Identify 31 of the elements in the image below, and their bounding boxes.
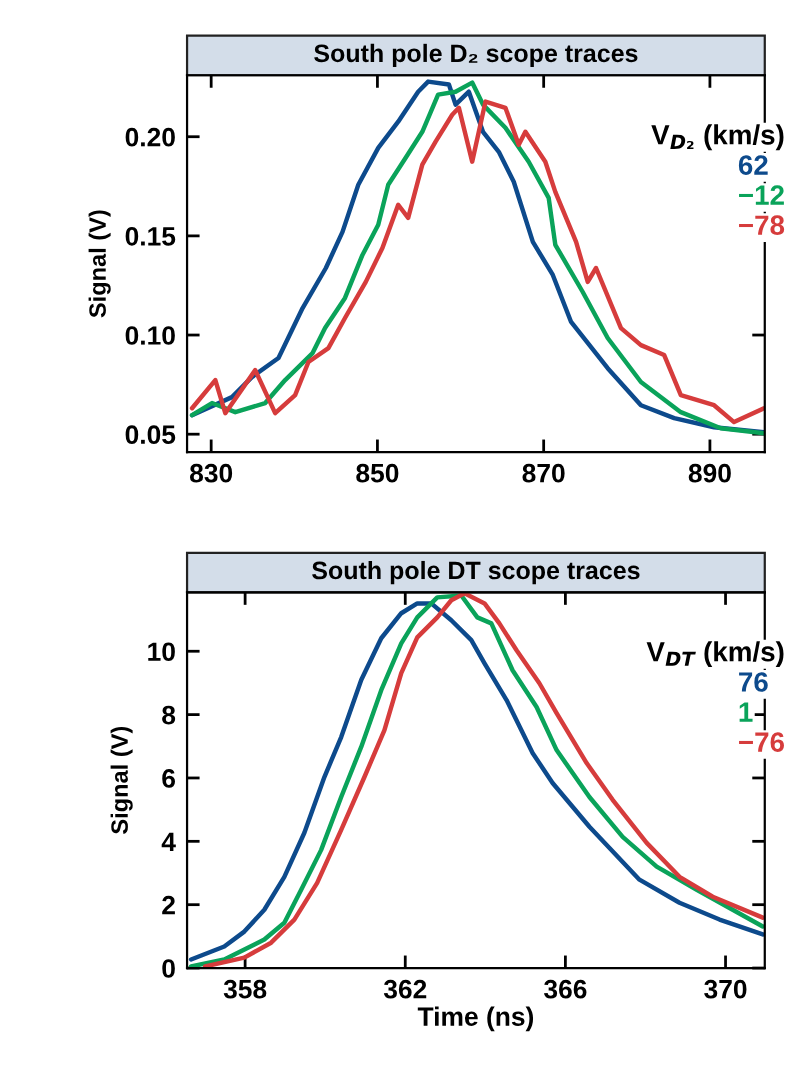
text: 1	[739, 702, 753, 722]
x-tick-label: 890	[688, 463, 731, 483]
x-axis-title: Time (ns)	[417, 1006, 534, 1032]
y-axis-title: Signal (V)	[88, 210, 111, 318]
y-tick-label: 0.05	[125, 425, 176, 445]
text: −78	[739, 215, 785, 236]
y-tick-label: 10	[148, 642, 175, 662]
y-tick-label: 0.15	[125, 227, 176, 246]
legend-title: V$_{D₂}$ (km/s)	[651, 124, 784, 151]
x-tick-label: 850	[356, 463, 399, 483]
x-tick-label: 366	[544, 979, 587, 999]
y-tick-label: 6	[162, 769, 175, 788]
y-tick-label: 4	[161, 832, 176, 851]
chart-title: South pole DT scope traces	[312, 560, 640, 585]
y-tick-label: 0.20	[125, 127, 175, 147]
x-tick-label: 358	[223, 979, 267, 999]
text: −12	[739, 185, 784, 205]
text: −76	[739, 732, 784, 752]
y-tick-label: 0.10	[125, 326, 175, 345]
y-tick-label: 0	[162, 959, 175, 978]
x-tick-label: 362	[383, 979, 427, 999]
y-tick-label: 8	[162, 705, 176, 725]
text: 62	[738, 155, 768, 175]
x-tick-label: 830	[190, 463, 233, 483]
legend-title: V$_{DT}$ (km/s)	[646, 641, 784, 668]
x-tick-label: 870	[522, 463, 565, 483]
chart-title: South pole D₂ scope traces	[314, 43, 638, 68]
x-tick-label: 370	[704, 979, 747, 999]
text: 76	[739, 672, 768, 692]
y-tick-label: 2	[162, 895, 175, 915]
y-axis-title: Signal (V)	[110, 726, 133, 834]
